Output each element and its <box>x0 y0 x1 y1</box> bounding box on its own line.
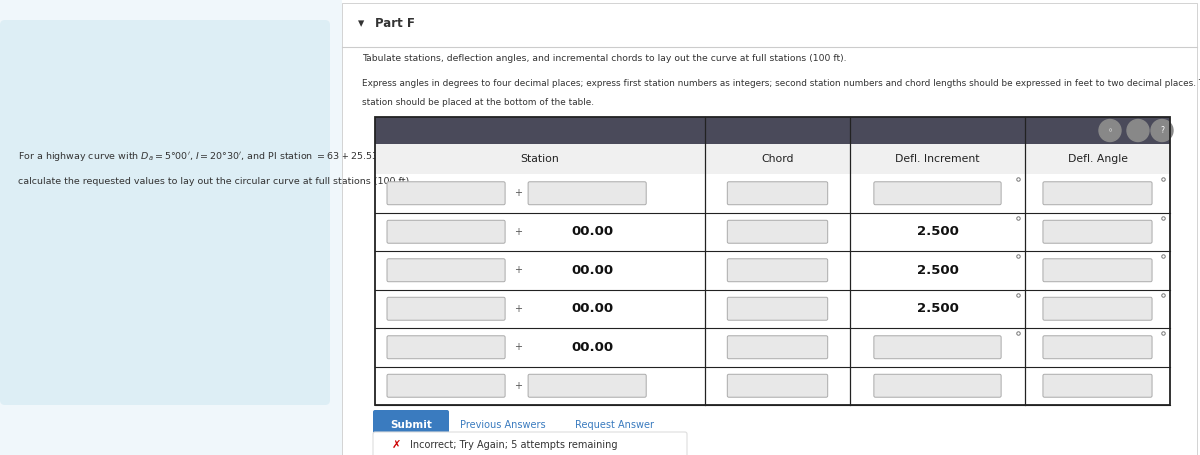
Text: +: + <box>514 265 522 275</box>
Text: Submit: Submit <box>390 420 432 430</box>
Text: 00.00: 00.00 <box>571 225 613 238</box>
FancyBboxPatch shape <box>727 182 828 205</box>
Text: ⚬: ⚬ <box>1106 126 1114 135</box>
FancyBboxPatch shape <box>727 259 828 282</box>
Text: +: + <box>514 227 522 237</box>
FancyBboxPatch shape <box>727 220 828 243</box>
Text: Request Answer: Request Answer <box>575 420 654 430</box>
Bar <box>374 144 1170 174</box>
FancyBboxPatch shape <box>528 182 647 205</box>
FancyBboxPatch shape <box>874 336 1001 359</box>
FancyBboxPatch shape <box>1043 374 1152 397</box>
Text: Chord: Chord <box>761 154 793 164</box>
FancyBboxPatch shape <box>386 259 505 282</box>
Text: 2.500: 2.500 <box>917 264 959 277</box>
Text: ✗: ✗ <box>392 440 401 450</box>
FancyBboxPatch shape <box>727 374 828 397</box>
Text: Defl. Increment: Defl. Increment <box>895 154 979 164</box>
Text: Tabulate stations, deflection angles, and incremental chords to lay out the curv: Tabulate stations, deflection angles, an… <box>362 54 846 63</box>
FancyBboxPatch shape <box>1043 297 1152 320</box>
FancyBboxPatch shape <box>1043 259 1152 282</box>
Text: Previous Answers: Previous Answers <box>460 420 546 430</box>
FancyBboxPatch shape <box>373 432 686 455</box>
Text: station should be placed at the bottom of the table.: station should be placed at the bottom o… <box>362 98 594 107</box>
FancyBboxPatch shape <box>386 220 505 243</box>
FancyBboxPatch shape <box>528 374 647 397</box>
Circle shape <box>1099 120 1121 142</box>
FancyBboxPatch shape <box>874 374 1001 397</box>
Text: 00.00: 00.00 <box>571 341 613 354</box>
Text: Incorrect; Try Again; 5 attempts remaining: Incorrect; Try Again; 5 attempts remaini… <box>410 440 618 450</box>
Text: 2.500: 2.500 <box>917 225 959 238</box>
Text: Part F: Part F <box>374 17 415 30</box>
Text: calculate the requested values to lay out the circular curve at full stations (1: calculate the requested values to lay ou… <box>18 177 413 186</box>
FancyBboxPatch shape <box>874 182 1001 205</box>
Text: 00.00: 00.00 <box>571 302 613 315</box>
FancyBboxPatch shape <box>386 297 505 320</box>
Bar <box>374 117 1170 144</box>
Text: Defl. Angle: Defl. Angle <box>1068 154 1128 164</box>
Bar <box>342 3 1198 455</box>
Text: +: + <box>514 188 522 198</box>
Text: Station: Station <box>521 154 559 164</box>
FancyBboxPatch shape <box>373 410 449 440</box>
Text: ▾: ▾ <box>358 17 365 30</box>
Circle shape <box>1127 120 1150 142</box>
Circle shape <box>1151 120 1174 142</box>
FancyBboxPatch shape <box>727 297 828 320</box>
Bar <box>342 0 1200 455</box>
Text: +: + <box>514 304 522 314</box>
Text: For a highway curve with $D_a = 5°00'$, $I = 20°30'$, and PI station $= 63 + 25.: For a highway curve with $D_a = 5°00'$, … <box>18 150 391 163</box>
Text: ?: ? <box>1160 126 1164 135</box>
FancyBboxPatch shape <box>386 182 505 205</box>
Text: +: + <box>514 342 522 352</box>
FancyBboxPatch shape <box>386 336 505 359</box>
FancyBboxPatch shape <box>1043 220 1152 243</box>
Text: +: + <box>514 381 522 391</box>
FancyBboxPatch shape <box>1043 336 1152 359</box>
Text: Express angles in degrees to four decimal places; express first station numbers : Express angles in degrees to four decima… <box>362 79 1200 88</box>
Bar <box>374 117 1170 405</box>
FancyBboxPatch shape <box>386 374 505 397</box>
FancyBboxPatch shape <box>1043 182 1152 205</box>
Text: 2.500: 2.500 <box>917 302 959 315</box>
Text: 00.00: 00.00 <box>571 264 613 277</box>
FancyBboxPatch shape <box>0 20 330 405</box>
FancyBboxPatch shape <box>727 336 828 359</box>
